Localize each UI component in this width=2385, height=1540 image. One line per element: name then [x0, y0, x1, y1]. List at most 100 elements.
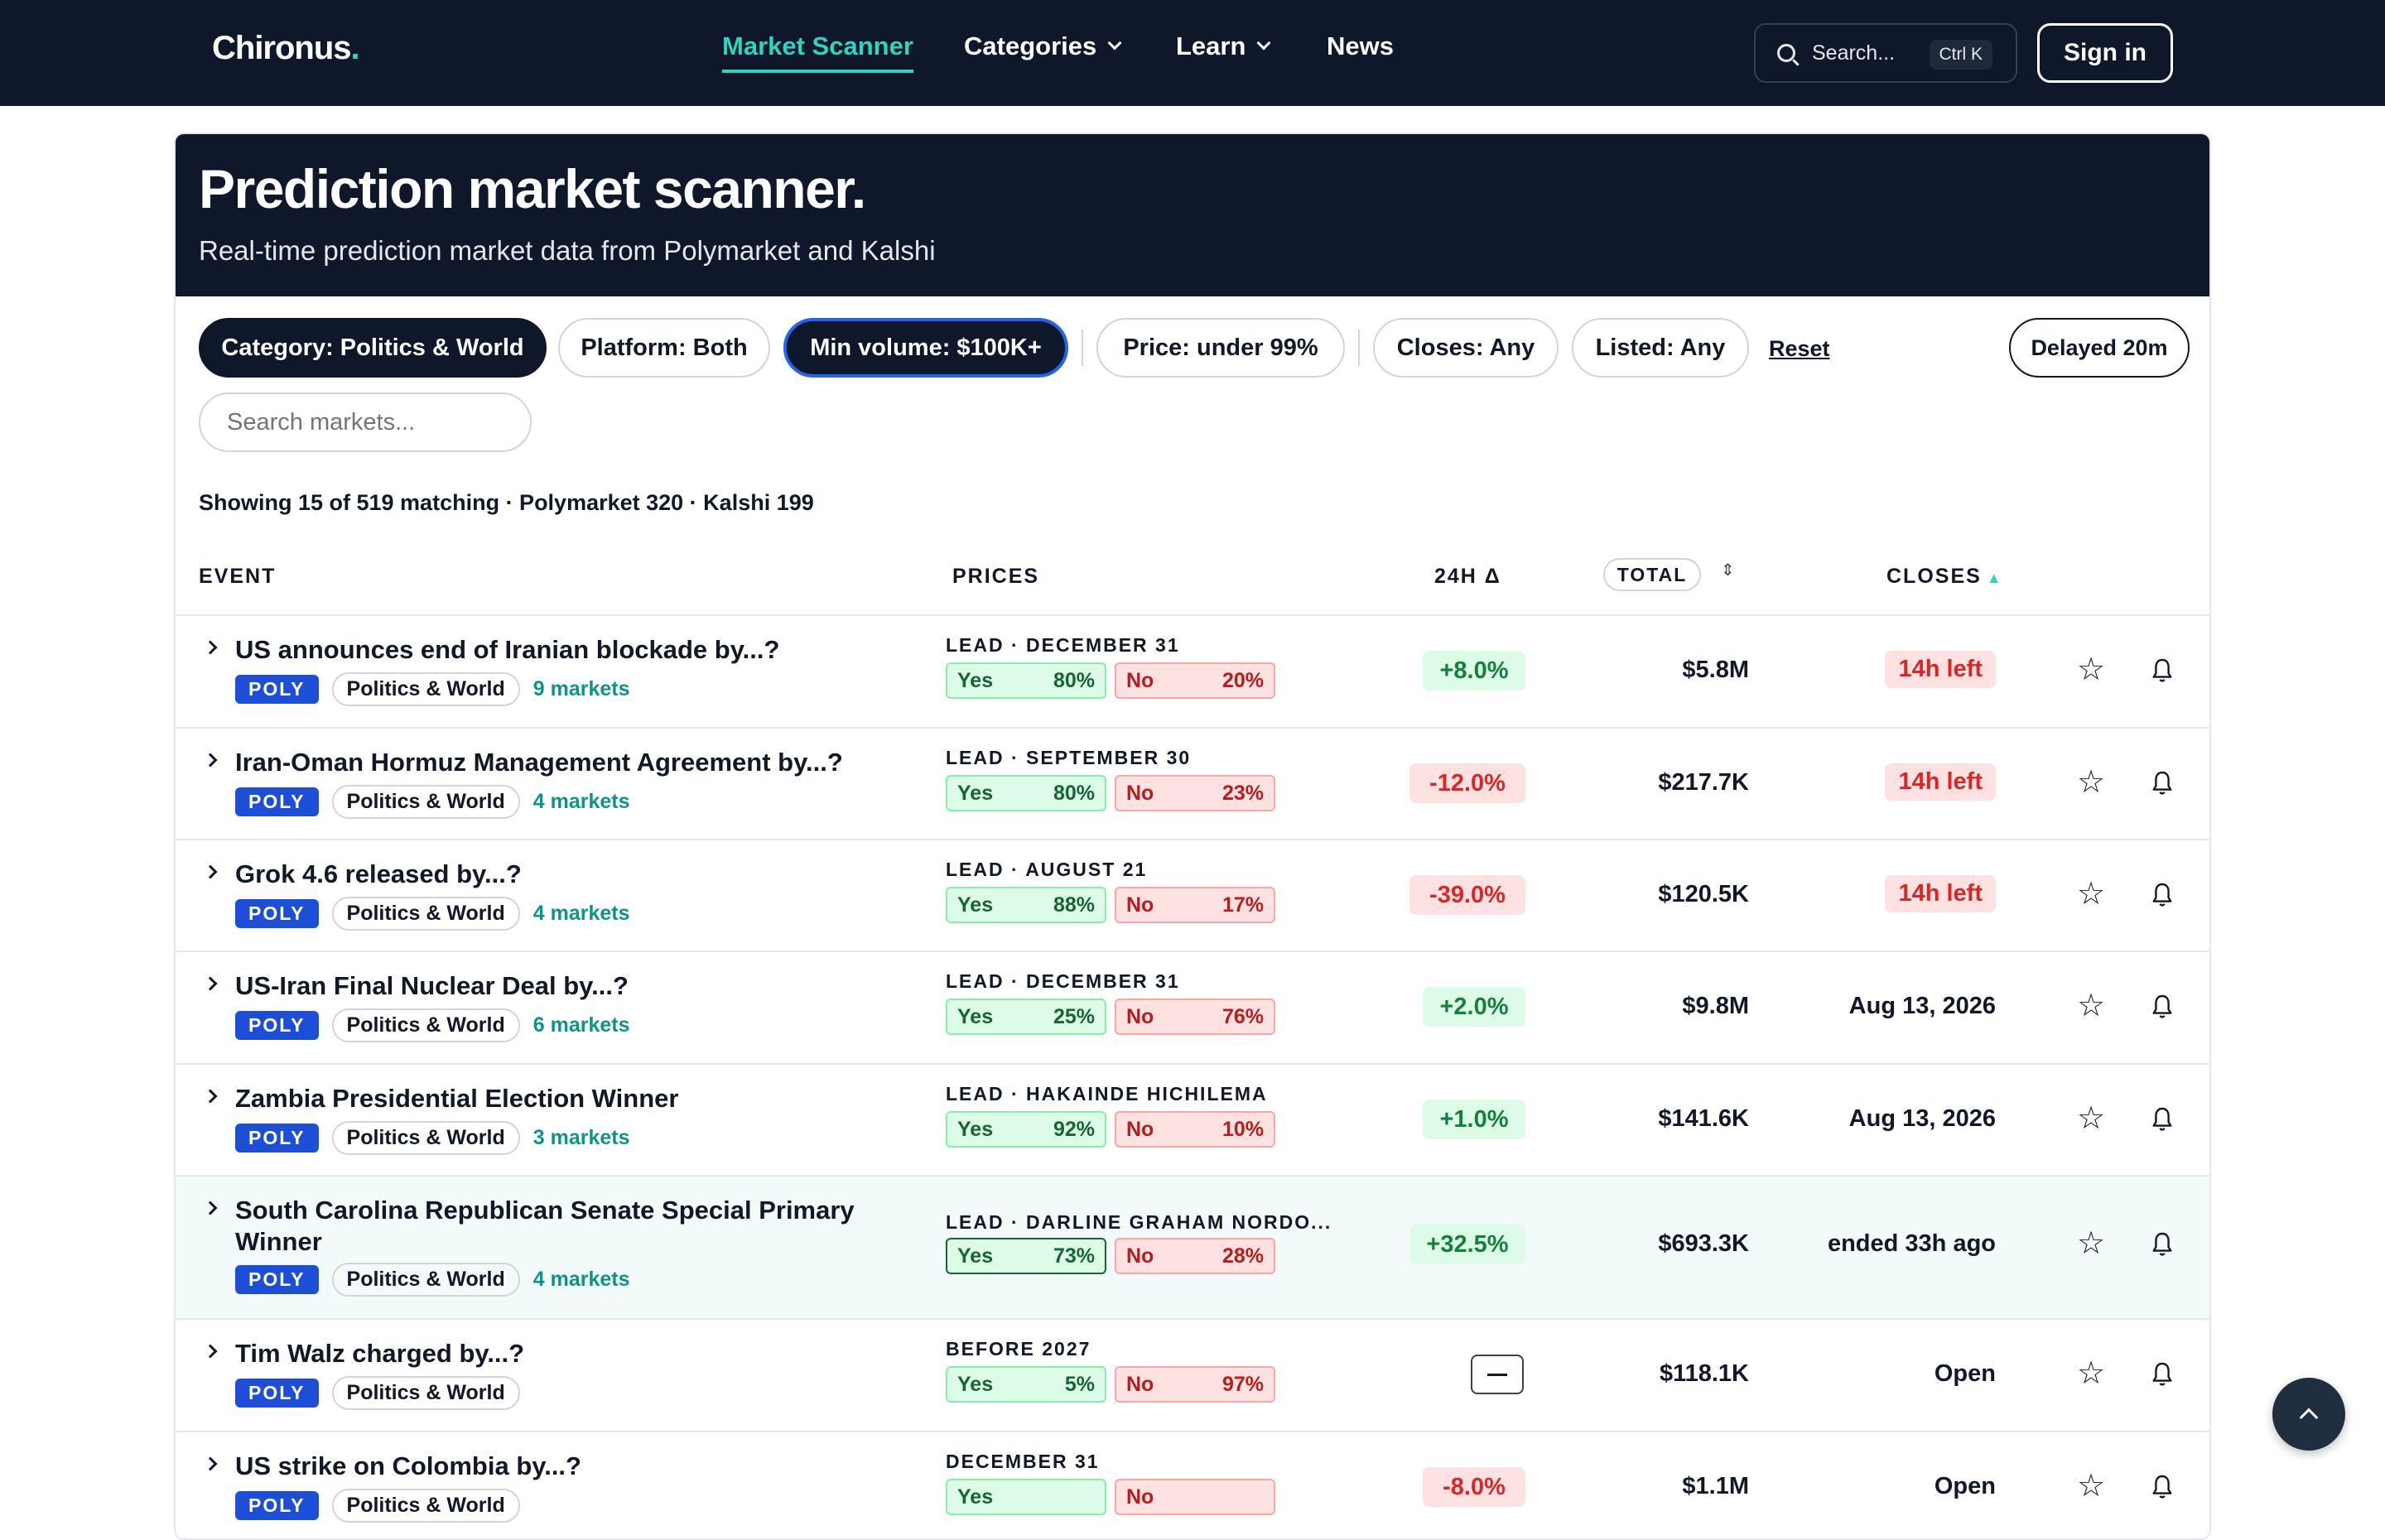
nav-market-scanner[interactable]: Market Scanner	[722, 31, 913, 73]
markets-count-link[interactable]: 4 markets	[532, 790, 630, 813]
table-row[interactable]: Grok 4.6 released by...? POLY Politics & W…	[176, 840, 2209, 952]
no-price[interactable]: No	[1115, 1479, 1275, 1515]
col-24h-delta[interactable]: 24H Δ	[1434, 565, 1501, 588]
sort-icon[interactable]: ⇕	[1721, 561, 1735, 580]
nav-learn[interactable]: Learn	[1176, 31, 1271, 61]
sign-in-button[interactable]: Sign in	[2037, 23, 2173, 83]
star-icon[interactable]: ☆	[2077, 1469, 2106, 1504]
category-tag[interactable]: Politics & World	[331, 1008, 520, 1042]
markets-count-link[interactable]: 3 markets	[532, 1126, 630, 1149]
star-icon[interactable]: ☆	[2077, 1101, 2106, 1136]
star-icon[interactable]: ☆	[2077, 989, 2106, 1023]
lead-outcome-label: DECEMBER 31	[946, 1451, 1100, 1472]
nav-categories[interactable]: Categories	[964, 31, 1122, 61]
filter-listed[interactable]: Listed: Any	[1572, 318, 1749, 378]
expand-chevron-icon[interactable]	[203, 1344, 218, 1359]
star-icon[interactable]: ☆	[2077, 652, 2106, 687]
table-row[interactable]: Zambia Presidential Election Winner POLY P…	[176, 1065, 2209, 1177]
filter-category[interactable]: Category: Politics & World	[199, 318, 547, 378]
page-subtitle: Real-time prediction market data from Po…	[199, 235, 936, 266]
col-prices[interactable]: PRICES	[952, 565, 1040, 588]
bell-icon[interactable]	[2151, 881, 2173, 909]
search-markets-input[interactable]	[199, 392, 532, 452]
yes-price[interactable]: Yes 25%	[946, 999, 1106, 1035]
sort-asc-icon: ▲	[1986, 570, 2003, 586]
yes-price[interactable]: Yes 88%	[946, 887, 1106, 923]
event-tags: POLY Politics & World 4 markets	[235, 785, 630, 819]
delayed-badge[interactable]: Delayed 20m	[2009, 318, 2190, 378]
event-title[interactable]: South Carolina Republican Senate Special…	[235, 1196, 855, 1256]
table-row[interactable]: US strike on Colombia by...? POLY Politics…	[176, 1432, 2209, 1538]
yes-price[interactable]: Yes	[946, 1479, 1106, 1515]
bell-icon[interactable]	[2151, 1230, 2173, 1258]
filter-platform[interactable]: Platform: Both	[558, 318, 770, 378]
filter-closes[interactable]: Closes: Any	[1373, 318, 1559, 378]
expand-chevron-icon[interactable]	[203, 976, 218, 991]
star-icon[interactable]: ☆	[2077, 1356, 2106, 1391]
expand-chevron-icon[interactable]	[203, 1089, 218, 1104]
yes-price[interactable]: Yes 5%	[946, 1366, 1106, 1403]
bell-icon[interactable]	[2151, 1360, 2173, 1388]
table-row[interactable]: US announces end of Iranian blockade by.…	[176, 616, 2209, 729]
col-closes[interactable]: CLOSES ▲	[1886, 565, 2003, 588]
markets-count-link[interactable]: 4 markets	[532, 902, 630, 925]
no-price[interactable]: No 23%	[1115, 775, 1275, 811]
no-price[interactable]: No 97%	[1115, 1366, 1275, 1403]
event-title[interactable]: Zambia Presidential Election Winner	[235, 1084, 679, 1113]
category-tag[interactable]: Politics & World	[331, 1263, 520, 1297]
category-tag[interactable]: Politics & World	[331, 672, 520, 706]
table-row[interactable]: South Carolina Republican Senate Special…	[176, 1177, 2209, 1320]
global-search[interactable]: Search... Ctrl K	[1754, 23, 2017, 83]
reset-filters-link[interactable]: Reset	[1769, 336, 1830, 361]
yes-price[interactable]: Yes 80%	[946, 775, 1106, 811]
expand-chevron-icon[interactable]	[203, 753, 218, 768]
no-price[interactable]: No 28%	[1115, 1238, 1275, 1274]
filter-price[interactable]: Price: under 99%	[1096, 318, 1345, 378]
nav-news[interactable]: News	[1327, 31, 1394, 60]
markets-count-link[interactable]: 9 markets	[532, 677, 630, 700]
star-icon[interactable]: ☆	[2077, 1226, 2106, 1261]
closes-value: ended 33h ago	[1827, 1230, 1996, 1257]
col-event[interactable]: EVENT	[199, 565, 277, 588]
no-price[interactable]: No 17%	[1115, 887, 1275, 923]
no-price[interactable]: No 76%	[1115, 999, 1275, 1035]
expand-chevron-icon[interactable]	[203, 1201, 218, 1215]
category-tag[interactable]: Politics & World	[331, 785, 520, 819]
markets-count-link[interactable]: 6 markets	[532, 1013, 630, 1037]
no-price[interactable]: No 20%	[1115, 662, 1275, 699]
event-title[interactable]: Iran-Oman Hormuz Management Agreement by…	[235, 748, 843, 777]
bell-icon[interactable]	[2151, 1105, 2173, 1133]
bell-icon[interactable]	[2151, 769, 2173, 797]
category-tag[interactable]: Politics & World	[331, 1121, 520, 1155]
event-title[interactable]: Grok 4.6 released by...?	[235, 859, 522, 888]
total-volume: $1.1M	[1682, 1473, 1749, 1499]
table-row[interactable]: Tim Walz charged by...? POLY Politics & Wo…	[176, 1320, 2209, 1432]
bell-icon[interactable]	[2151, 657, 2173, 685]
yes-price[interactable]: Yes 80%	[946, 662, 1106, 699]
col-total[interactable]: TOTAL	[1603, 558, 1701, 591]
markets-count-link[interactable]: 4 markets	[532, 1268, 630, 1291]
event-title[interactable]: Tim Walz charged by...?	[235, 1339, 525, 1368]
table-row[interactable]: US-Iran Final Nuclear Deal by...? POLY Pol…	[176, 952, 2209, 1065]
table-row[interactable]: Iran-Oman Hormuz Management Agreement by…	[176, 729, 2209, 840]
logo[interactable]: Chironus.	[212, 30, 360, 66]
yes-price[interactable]: Yes 92%	[946, 1111, 1106, 1148]
category-tag[interactable]: Politics & World	[331, 1376, 520, 1410]
no-price[interactable]: No 10%	[1115, 1111, 1275, 1148]
event-title[interactable]: US-Iran Final Nuclear Deal by...?	[235, 971, 629, 1000]
platform-badge: POLY	[235, 1011, 319, 1040]
star-icon[interactable]: ☆	[2077, 765, 2106, 800]
category-tag[interactable]: Politics & World	[331, 897, 520, 931]
star-icon[interactable]: ☆	[2077, 877, 2106, 912]
expand-chevron-icon[interactable]	[203, 1456, 218, 1471]
category-tag[interactable]: Politics & World	[331, 1489, 520, 1523]
event-title[interactable]: US announces end of Iranian blockade by.…	[235, 635, 780, 664]
expand-chevron-icon[interactable]	[203, 864, 218, 879]
expand-chevron-icon[interactable]	[203, 640, 218, 655]
bell-icon[interactable]	[2151, 993, 2173, 1021]
bell-icon[interactable]	[2151, 1473, 2173, 1501]
scroll-to-top-button[interactable]	[2272, 1378, 2345, 1451]
event-title[interactable]: US strike on Colombia by...?	[235, 1451, 581, 1480]
filter-min-volume[interactable]: Min volume: $100K+	[783, 318, 1068, 378]
yes-price[interactable]: Yes 73%	[946, 1238, 1106, 1274]
